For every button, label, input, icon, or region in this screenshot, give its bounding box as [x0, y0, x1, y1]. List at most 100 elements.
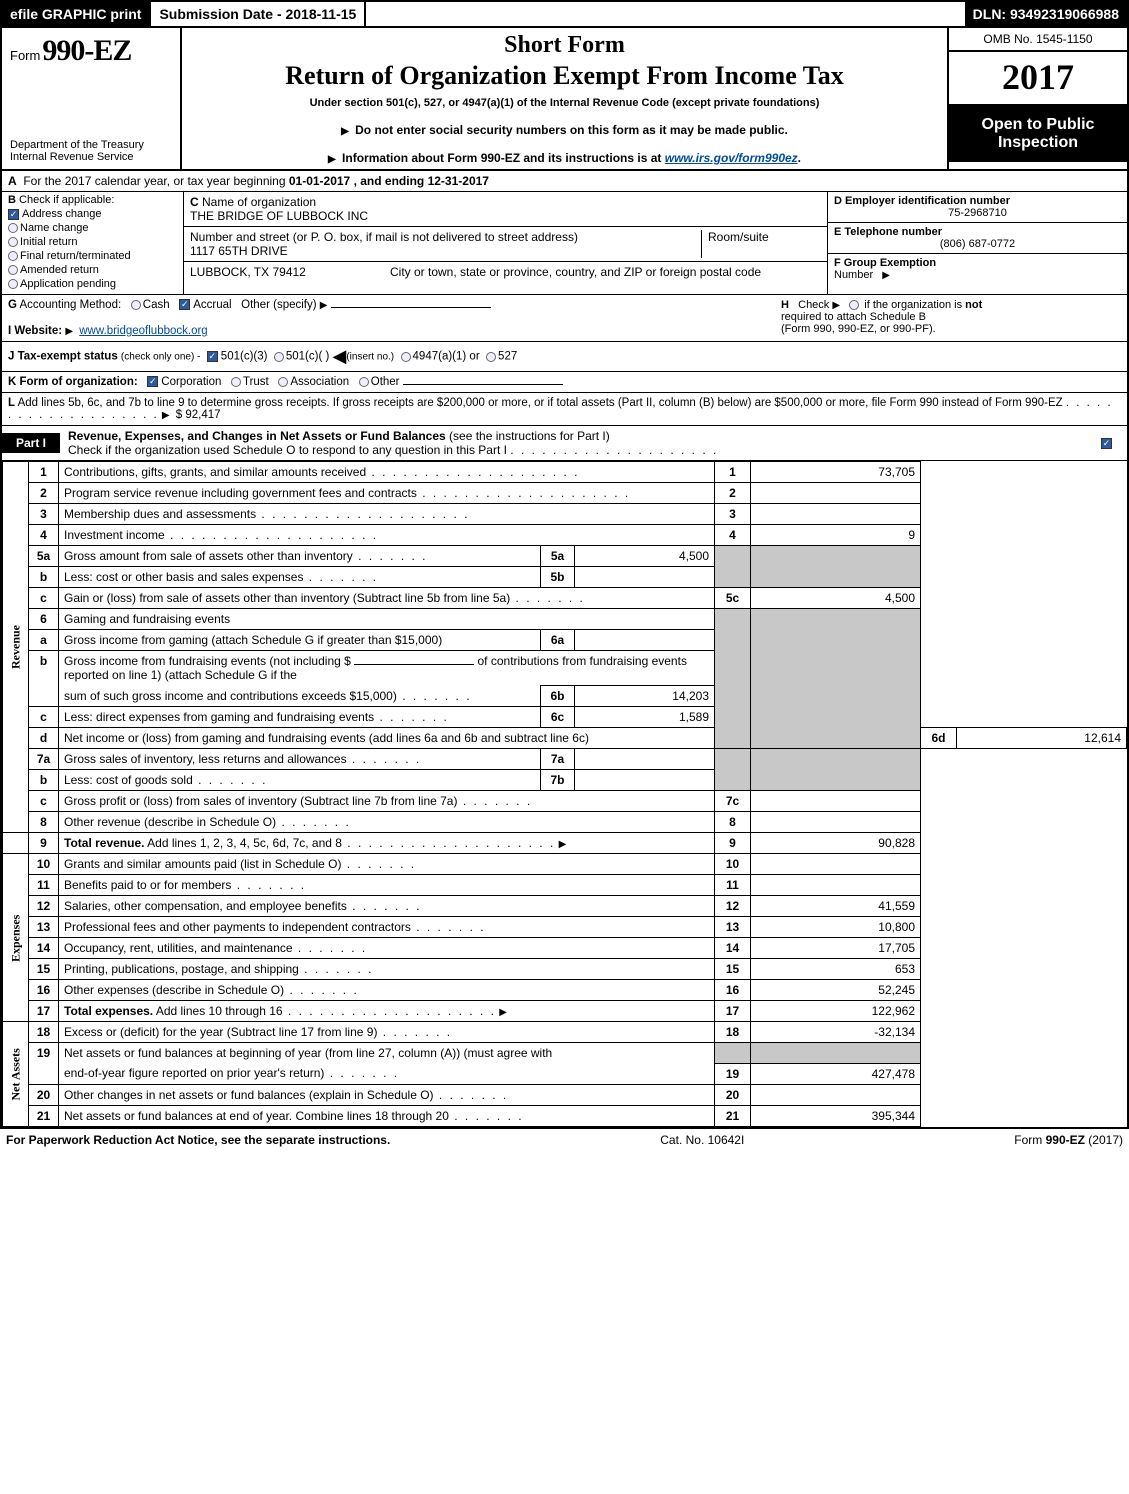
line-amount: 395,344	[751, 1105, 921, 1126]
chk-label: Name change	[20, 222, 89, 234]
other-specify-blank[interactable]	[331, 307, 491, 308]
radio-trust[interactable]	[231, 377, 241, 387]
chk-name-change[interactable]: Name change	[8, 222, 177, 234]
chk-amended-return[interactable]: Amended return	[8, 264, 177, 276]
inner-value	[575, 630, 715, 651]
dln-badge: DLN: 93492319066988	[965, 2, 1127, 26]
label-A: A	[8, 174, 17, 188]
H-text2: if the organization is	[864, 299, 962, 311]
chk-final-return[interactable]: Final return/terminated	[8, 250, 177, 262]
dots	[324, 1066, 399, 1080]
line-code: 2	[715, 483, 751, 504]
street-label: Number and street (or P. O. box, if mail…	[190, 230, 701, 244]
room-label: Room/suite	[708, 230, 821, 244]
line-amount: 653	[751, 959, 921, 980]
form-number: Form 990-EZ	[10, 34, 172, 68]
radio-H[interactable]	[849, 300, 859, 310]
line-code: 16	[715, 980, 751, 1001]
checkbox-icon	[8, 209, 19, 220]
blank[interactable]	[354, 664, 474, 665]
line-desc: Benefits paid to or for members	[64, 878, 231, 892]
line-code: 17	[715, 1001, 751, 1022]
dots	[283, 1004, 496, 1018]
dots	[347, 752, 422, 766]
G-text: Accounting Method:	[20, 299, 122, 311]
line-G: G Accounting Method: Cash Accrual Other …	[8, 299, 491, 337]
line-code: 6d	[921, 728, 957, 749]
do-not-enter: Do not enter social security numbers on …	[188, 123, 941, 137]
radio-527[interactable]	[486, 352, 496, 362]
dots	[347, 899, 422, 913]
line-code: 5c	[715, 588, 751, 609]
chk-501c3[interactable]	[207, 351, 218, 362]
D-label: D Employer identification number	[834, 195, 1010, 207]
row-17: 17 Total expenses. Add lines 10 through …	[3, 1001, 1127, 1022]
radio-4947[interactable]	[401, 352, 411, 362]
line-desc: Other expenses (describe in Schedule O)	[64, 983, 284, 997]
line-desc-2: Add lines 10 through 16	[156, 1004, 283, 1018]
line-code: 13	[715, 917, 751, 938]
row-13: 13 Professional fees and other payments …	[3, 917, 1127, 938]
footer-mid: Cat. No. 10642I	[660, 1133, 744, 1147]
line-desc: Other changes in net assets or fund bala…	[64, 1088, 434, 1102]
inner-value	[575, 749, 715, 770]
K-other-blank[interactable]	[403, 384, 563, 385]
row-10: Expenses 10 Grants and similar amounts p…	[3, 854, 1127, 875]
row-15: 15 Printing, publications, postage, and …	[3, 959, 1127, 980]
line-amount: 90,828	[751, 833, 921, 854]
row-6: 6 Gaming and fundraising events	[3, 609, 1127, 630]
line-desc: Membership dues and assessments	[64, 507, 256, 521]
line-amount: 427,478	[751, 1063, 921, 1084]
line-amount: 52,245	[751, 980, 921, 1001]
line-desc-2: of contributions from fundraising events	[478, 654, 687, 668]
fiscal-end: 12-31-2017	[428, 174, 489, 188]
line-amount	[751, 504, 921, 525]
chk-corporation[interactable]	[147, 376, 158, 387]
line-A-fiscal-year: A For the 2017 calendar year, or tax yea…	[2, 171, 1127, 192]
line-code: 3	[715, 504, 751, 525]
row-14: 14 Occupancy, rent, utilities, and maint…	[3, 938, 1127, 959]
dots	[417, 486, 630, 500]
radio-other[interactable]	[359, 377, 369, 387]
chk-accrual[interactable]	[179, 299, 190, 310]
inner-label: 5a	[541, 546, 575, 567]
radio-cash[interactable]	[131, 300, 141, 310]
dots	[510, 591, 585, 605]
dots	[377, 1025, 452, 1039]
line-desc: Net income or (loss) from gaming and fun…	[64, 731, 589, 745]
submission-date: Submission Date - 2018-11-15	[149, 2, 366, 26]
line-amount: 73,705	[751, 462, 921, 483]
chk-application-pending[interactable]: Application pending	[8, 278, 177, 290]
org-name: THE BRIDGE OF LUBBOCK INC	[190, 209, 821, 223]
shade-cell	[715, 1043, 751, 1064]
dots	[231, 878, 306, 892]
radio-501c[interactable]	[274, 352, 284, 362]
line-code: 10	[715, 854, 751, 875]
label-G: G	[8, 299, 17, 311]
line-desc: Gaming and fundraising events	[64, 612, 230, 626]
line-desc: Investment income	[64, 528, 165, 542]
website-link[interactable]: www.bridgeoflubbock.org	[79, 325, 208, 337]
chk-initial-return[interactable]: Initial return	[8, 236, 177, 248]
line-desc: Salaries, other compensation, and employ…	[64, 899, 347, 913]
row-7b: b Less: cost of goods sold 7b	[3, 770, 1127, 791]
inner-value: 4,500	[575, 546, 715, 567]
radio-assoc[interactable]	[278, 377, 288, 387]
row-16: 16 Other expenses (describe in Schedule …	[3, 980, 1127, 1001]
line-desc: Grants and similar amounts paid (list in…	[64, 857, 341, 871]
chk-address-change[interactable]: Address change	[8, 208, 177, 220]
dots	[293, 941, 368, 955]
footer-left: For Paperwork Reduction Act Notice, see …	[6, 1133, 390, 1147]
shade-cell	[751, 609, 921, 749]
tax-year: 2017	[949, 52, 1127, 106]
J-label: J Tax-exempt status	[8, 351, 118, 363]
netassets-label: Net Assets	[3, 1022, 29, 1127]
part-I-checkbox[interactable]	[1101, 436, 1127, 450]
info-pre: Information about Form 990-EZ and its in…	[342, 151, 665, 165]
irs-link[interactable]: www.irs.gov/form990ez	[665, 151, 798, 165]
dept-line1: Department of the Treasury	[10, 139, 172, 151]
line-code: 18	[715, 1022, 751, 1043]
dept-line2: Internal Revenue Service	[10, 151, 172, 163]
dots	[449, 1109, 524, 1123]
arrow-icon	[499, 1004, 510, 1018]
